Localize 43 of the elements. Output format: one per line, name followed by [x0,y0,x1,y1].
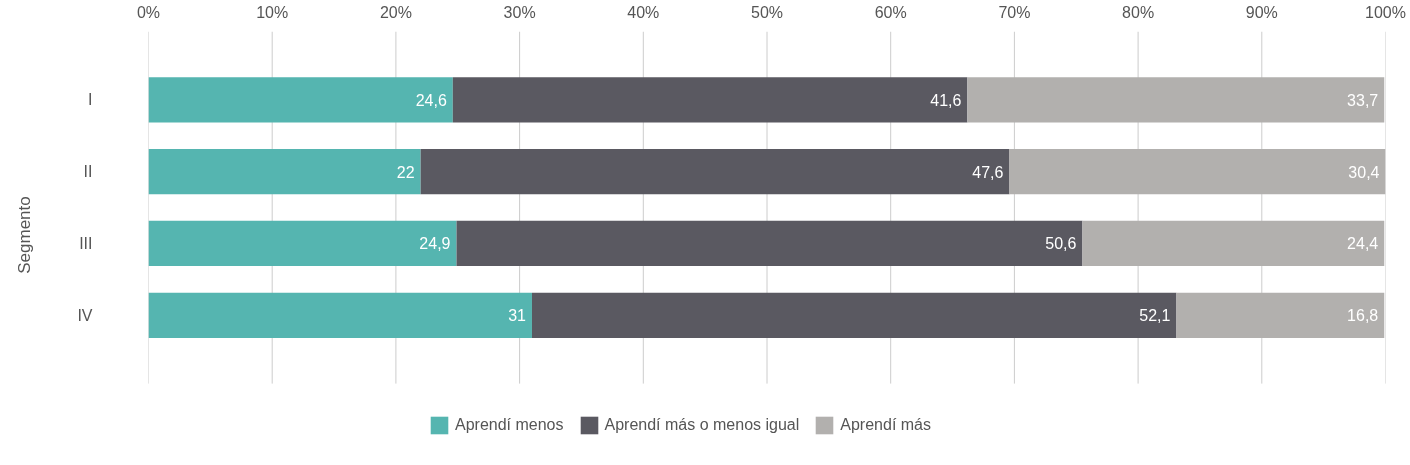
data-label: 16,8 [1347,307,1379,325]
data-label: 24,9 [419,235,451,253]
bar [148,292,532,338]
legend-label: Aprendí menos [455,416,564,434]
bar [1082,220,1385,267]
data-label: 24,6 [415,91,447,109]
bar [420,148,1010,195]
data-label: 52,1 [1139,307,1171,325]
x-tick-label: 80% [1122,3,1155,21]
x-tick-label: 100% [1365,3,1406,21]
y-axis-title: Segmento [15,196,35,274]
x-tick-label: 70% [998,3,1031,21]
y-tick-label: I [88,91,93,109]
x-tick-label: 40% [627,3,660,21]
y-tick-label: IV [77,306,93,324]
bar [148,148,421,195]
x-tick-label: 10% [256,3,289,21]
data-label: 41,6 [930,91,962,109]
x-tick-label: 0% [136,3,161,21]
x-tick-label: 30% [503,3,536,21]
data-label: 33,7 [1347,91,1379,109]
data-label: 24,4 [1347,235,1379,253]
y-tick-label: II [83,163,93,181]
x-tick-label: 50% [750,3,784,21]
x-tick-label: 90% [1245,3,1278,21]
legend-label: Aprendí más [840,416,932,434]
bar [452,77,968,123]
x-tick-label: 60% [874,3,907,21]
data-label: 47,6 [972,163,1004,181]
bar [1176,292,1385,338]
data-label: 50,6 [1045,235,1077,253]
x-tick-label: 20% [379,3,412,21]
data-label: 30,4 [1348,163,1380,181]
bar [1009,148,1386,195]
data-label: 22 [396,163,415,181]
bar [456,220,1083,267]
y-tick-label: III [79,234,93,252]
bar [531,292,1177,338]
legend-label: Aprendí más o menos igual [604,416,800,434]
data-label: 31 [508,307,527,325]
bar [148,220,457,267]
bar [967,77,1385,123]
bar [148,77,453,123]
